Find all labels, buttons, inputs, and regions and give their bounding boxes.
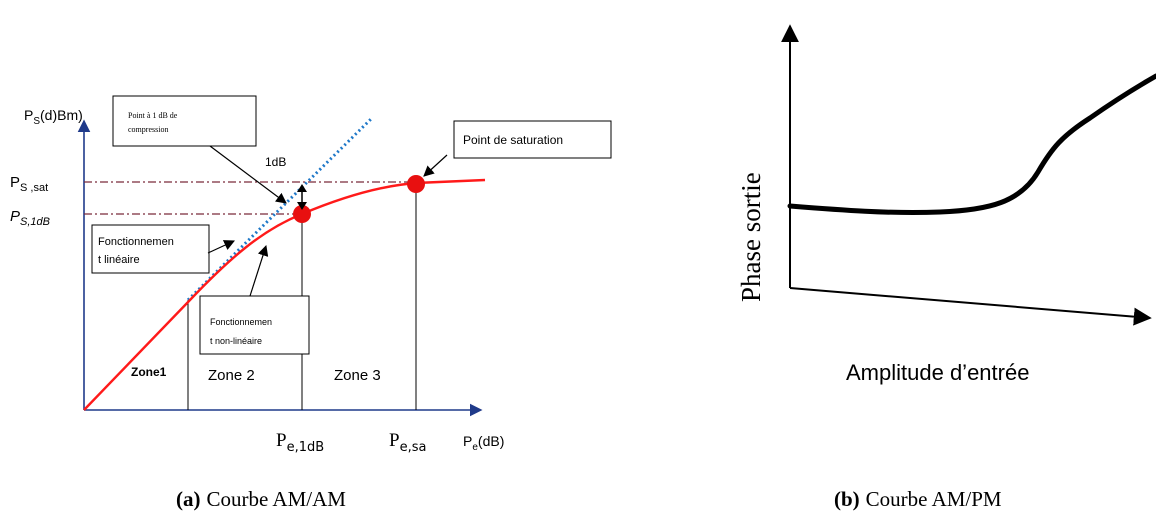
callout-compression-line1: Point à 1 dB de <box>128 111 178 120</box>
ps-sat-label: PS ,sat <box>10 174 48 194</box>
callout-compression-line2: compression <box>128 125 168 134</box>
zone2-label: Zone 2 <box>208 367 255 384</box>
callout-compression-box <box>112 95 257 147</box>
callout-saturation-box <box>453 120 612 159</box>
callout-linear-line2: t linéaire <box>98 254 140 266</box>
caption-a: (a) Courbe AM/AM <box>176 487 346 511</box>
callout-linear-box <box>91 224 210 274</box>
callout-nonlinear-line2: t non-linéaire <box>210 336 262 346</box>
compression-point-marker <box>293 205 311 223</box>
pe-1db-label: Pe,1dB <box>276 430 324 455</box>
am-pm-chart: Phase sortie Amplitude d’entrée <box>736 24 1156 385</box>
am-pm-curve <box>787 73 1156 216</box>
one-db-label: 1dB <box>265 155 286 169</box>
y-axis-label: PS(d)Bm) <box>24 107 83 127</box>
leader-compression <box>209 145 287 204</box>
pe-sat-label: Pe,sa <box>389 430 426 455</box>
x-axis-label-b: Amplitude d’entrée <box>846 360 1029 385</box>
leader-linear <box>207 240 235 254</box>
leader-saturation <box>423 154 448 177</box>
zone3-label: Zone 3 <box>334 367 381 384</box>
callout-saturation-text: Point de saturation <box>463 133 563 147</box>
am-am-chart: PS(d)Bm) Pe(dB) PS ,sat PS,1dB Pe,1dB Pe… <box>10 95 612 455</box>
zone1-label: Zone1 <box>131 365 167 379</box>
ps-1db-label: PS,1dB <box>10 208 50 228</box>
callout-nonlinear-line1: Fonctionnemen <box>210 317 272 327</box>
y-axis-label-b: Phase sortie <box>736 172 766 302</box>
callout-nonlinear-box <box>199 295 310 355</box>
linear-asymptote <box>186 116 374 302</box>
x-axis-label: Pe(dB) <box>463 433 504 453</box>
saturation-point-marker <box>407 175 425 193</box>
caption-b: (b) Courbe AM/PM <box>834 487 1002 511</box>
leader-nonlinear <box>249 244 269 297</box>
callout-linear-line1: Fonctionnemen <box>98 236 174 248</box>
x-axis-b <box>789 287 1152 326</box>
